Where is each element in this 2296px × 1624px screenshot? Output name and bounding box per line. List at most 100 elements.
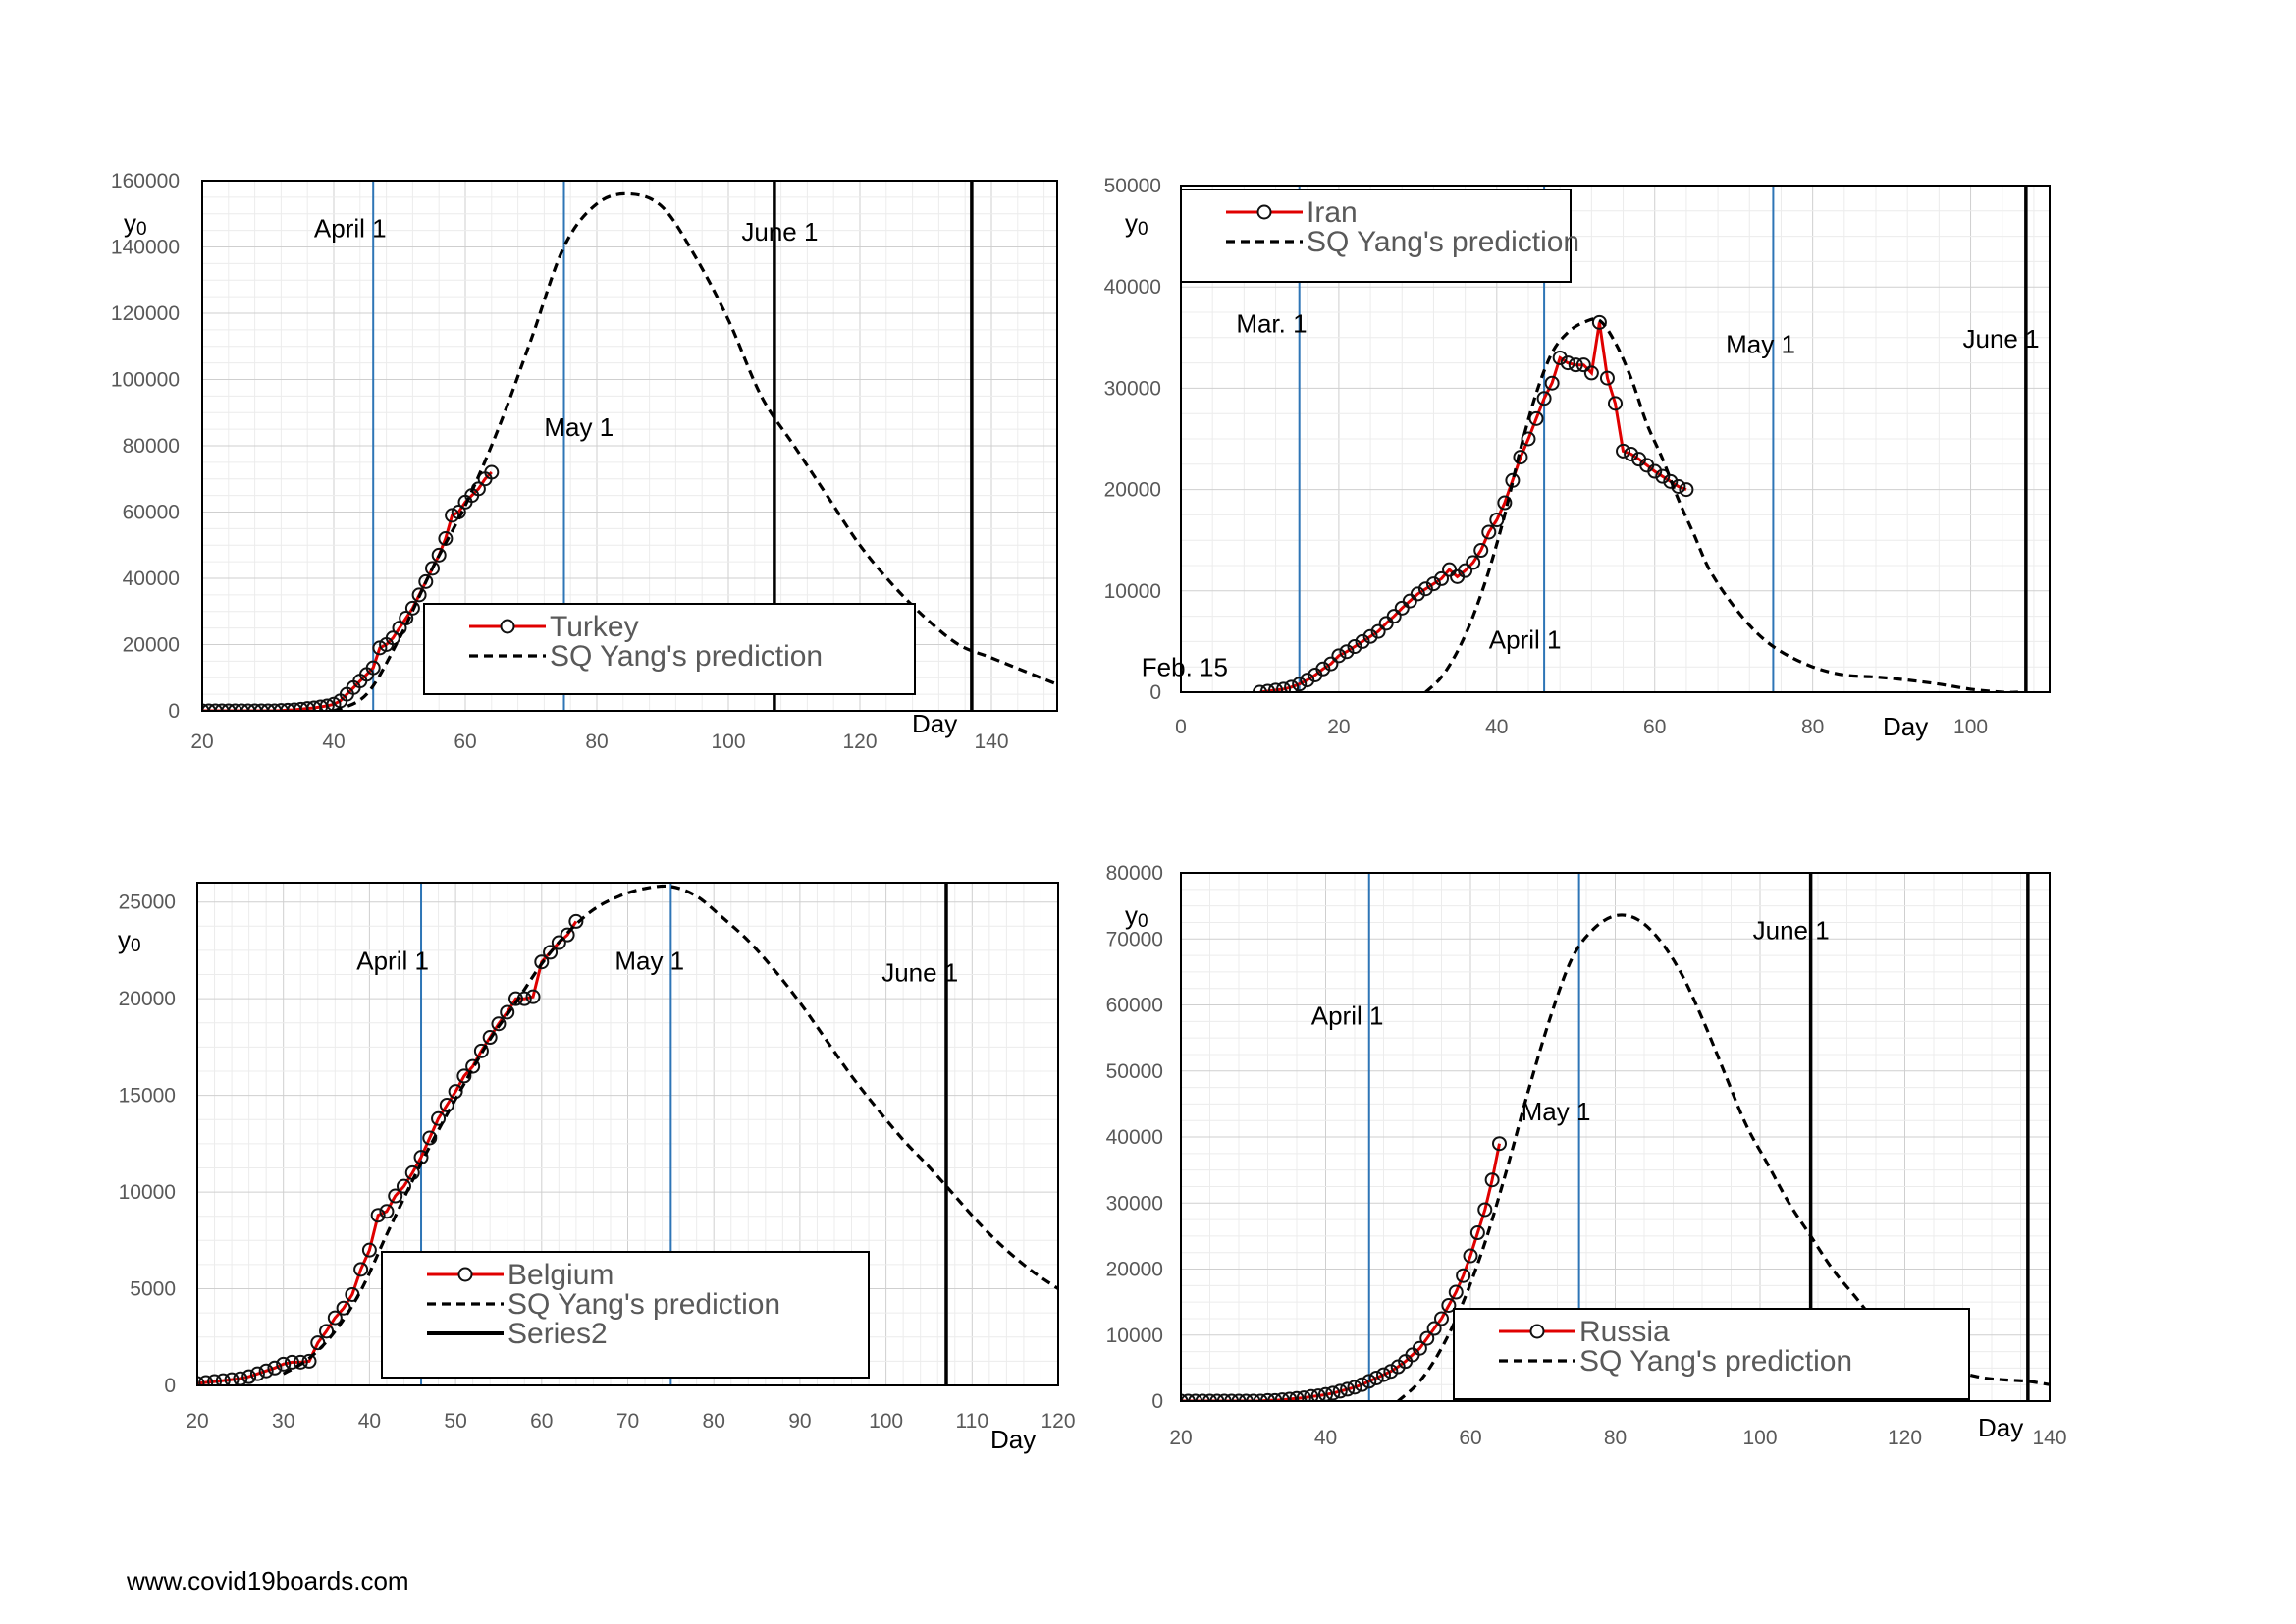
observed-point — [1466, 555, 1481, 570]
x-tick-label: 80 — [1604, 1427, 1627, 1449]
observed-point — [267, 703, 283, 711]
observed-point — [1368, 1370, 1384, 1385]
legend-entry: SQ Yang's prediction — [1307, 226, 1579, 258]
observed-point — [1188, 1393, 1203, 1401]
y-tick-label: 10000 — [1106, 1325, 1163, 1347]
prediction-line — [333, 191, 1057, 711]
observed-point — [1484, 1172, 1500, 1188]
observed-point — [1331, 648, 1347, 664]
observed-point — [1458, 563, 1473, 578]
plot-frame — [1180, 872, 2051, 1402]
observed-point — [484, 464, 500, 480]
observed-point — [353, 1262, 369, 1277]
observed-point — [465, 1058, 481, 1074]
x-tick-label: 40 — [1314, 1427, 1337, 1449]
observed-point — [1355, 633, 1370, 649]
legend-observed-marker — [500, 619, 515, 634]
observed-point — [1575, 357, 1591, 373]
observed-point — [276, 1356, 292, 1372]
observed-point — [1568, 357, 1583, 373]
observed-point — [1521, 431, 1536, 447]
observed-point — [207, 703, 223, 711]
legend-box — [1180, 189, 1572, 283]
month-annotation: June 1 — [741, 217, 818, 246]
legend-entry: Belgium — [507, 1259, 614, 1291]
y-tick-label: 50000 — [1106, 1060, 1163, 1083]
observed-point — [431, 1110, 447, 1126]
observed-point — [525, 989, 541, 1004]
y-tick-label: 0 — [168, 700, 180, 723]
observed-line — [1259, 322, 1687, 692]
observed-point — [404, 600, 420, 616]
observed-point — [1370, 623, 1386, 639]
observed-point — [224, 1372, 240, 1385]
observed-point — [551, 935, 566, 950]
chart-russia: 20 40 60 80 100 120 140 0 10000 20000 30000 40000 50… — [1106, 862, 2067, 1449]
x-tick-label: 40 — [1485, 716, 1508, 738]
plot-frame — [1180, 185, 2051, 693]
observed-point — [327, 1310, 343, 1326]
x-tick-label: 60 — [1459, 1427, 1481, 1449]
x-axis-label: Day — [912, 709, 957, 738]
observed-point — [234, 703, 249, 711]
observed-point — [1260, 683, 1275, 692]
x-tick-label: 20 — [190, 731, 213, 753]
observed-point — [1410, 586, 1425, 602]
observed-point — [361, 1242, 377, 1258]
month-annotation: June 1 — [881, 957, 958, 987]
plot-frame — [196, 882, 1059, 1386]
prediction-line — [1424, 317, 2018, 692]
observed-point — [1216, 1393, 1232, 1401]
observed-point — [482, 1030, 498, 1046]
observed-point — [319, 1324, 335, 1339]
observed-point — [1238, 1393, 1254, 1401]
y-tick-label: 40000 — [1106, 1126, 1163, 1149]
observed-point — [1315, 661, 1331, 677]
observed-point — [1456, 1268, 1471, 1283]
observed-point — [392, 621, 407, 636]
observed-point — [568, 913, 584, 929]
observed-point — [249, 1366, 265, 1381]
x-tick-label: 110 — [956, 1410, 988, 1433]
y-tick-label: 25000 — [119, 892, 176, 914]
observed-point — [1282, 1391, 1298, 1401]
y-tick-label: 10000 — [119, 1181, 176, 1204]
observed-point — [411, 587, 427, 603]
observed-point — [1473, 543, 1489, 559]
legend-entry: Iran — [1307, 196, 1358, 229]
x-tick-label: 140 — [2032, 1427, 2066, 1449]
x-tick-label: 80 — [585, 731, 608, 753]
observed-point — [1246, 1393, 1261, 1401]
observed-point — [202, 703, 217, 711]
observed-point — [1536, 391, 1552, 406]
observed-point — [258, 1363, 274, 1379]
y-axis-label: y0 — [118, 925, 141, 956]
observed-point — [1497, 495, 1513, 511]
observed-point — [267, 1360, 283, 1376]
month-annotation: Feb. 15 — [1142, 652, 1228, 681]
observed-point — [534, 954, 550, 970]
observed-point — [1347, 1380, 1362, 1395]
chart-turkey: 20 40 60 80 100 120 140 0 20000 40000 60000 80000 10… — [111, 170, 1058, 753]
x-tick-label: 120 — [1888, 1427, 1922, 1449]
observed-point — [1469, 1225, 1485, 1241]
series-area — [197, 884, 1058, 1385]
observed-point — [1560, 355, 1575, 371]
observed-point — [1425, 576, 1441, 592]
observed-point — [1354, 1377, 1369, 1392]
observed-point — [1434, 570, 1449, 586]
observed-point — [1647, 463, 1663, 479]
observed-point — [284, 1354, 299, 1370]
observed-point — [1340, 1381, 1356, 1397]
y-tick-label: 0 — [164, 1375, 176, 1397]
observed-point — [247, 703, 263, 711]
legend-entry: Russia — [1579, 1316, 1670, 1348]
plot-frame — [201, 180, 1058, 712]
grid — [1181, 873, 2050, 1401]
observed-point — [1339, 644, 1355, 660]
y-tick-label: 20000 — [1104, 479, 1161, 502]
y-tick-label: 40000 — [1104, 276, 1161, 298]
